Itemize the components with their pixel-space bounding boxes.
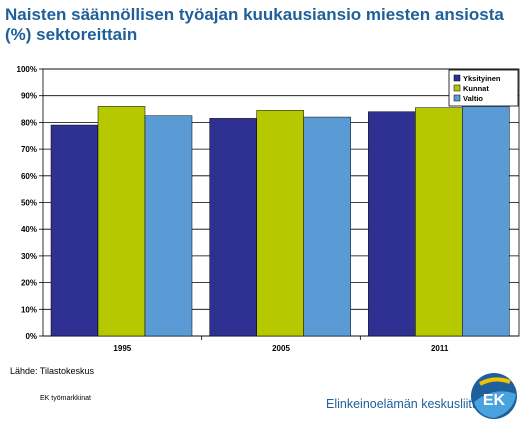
x-tick-label: 2005	[272, 344, 290, 353]
legend	[448, 69, 519, 107]
y-tick-label: 30%	[21, 252, 37, 261]
chart-title: Naisten säännöllisen työajan kuukausians…	[5, 5, 504, 44]
organization-name: Elinkeinoelämän keskusliitto	[326, 397, 483, 411]
y-tick-label: 20%	[21, 279, 37, 288]
bar-valtio-2011	[462, 106, 510, 337]
ek-logo-icon: EK	[471, 373, 517, 419]
bar-kunnat-2011	[415, 107, 463, 337]
bar-valtio-2005	[303, 116, 351, 337]
bar-yksityinen-2005	[209, 118, 257, 337]
y-tick-label: 100%	[17, 65, 37, 74]
y-tick-label: 80%	[21, 118, 37, 127]
y-tick-label: 0%	[25, 332, 37, 341]
y-tick-label: 70%	[21, 145, 37, 154]
legend-label-yksityinen: Yksityinen	[463, 74, 501, 83]
svg-text:EK: EK	[483, 392, 506, 409]
legend-swatch-yksityinen	[453, 74, 461, 82]
bar-kunnat-1995	[97, 106, 146, 337]
footer-label: EK työmarkkinat	[40, 395, 91, 402]
y-tick-label: 40%	[21, 225, 37, 234]
y-tick-label: 60%	[21, 172, 37, 181]
source-note: Lähde: Tilastokeskus	[10, 366, 95, 376]
bar-valtio-1995	[144, 115, 193, 337]
bar-kunnat-2005	[256, 110, 304, 337]
legend-label-valtio: Valtio	[463, 94, 483, 103]
legend-swatch-valtio	[453, 94, 461, 102]
y-tick-label: 50%	[21, 199, 37, 208]
y-tick-label: 90%	[21, 92, 37, 101]
legend-swatch-kunnat	[453, 84, 461, 92]
legend-label-kunnat: Kunnat	[463, 84, 489, 93]
y-tick-label: 10%	[21, 305, 37, 314]
bar-yksityinen-2011	[368, 111, 416, 337]
x-tick-label: 2011	[431, 344, 449, 353]
bar-yksityinen-1995	[50, 124, 99, 337]
x-tick-label: 1995	[113, 344, 131, 353]
